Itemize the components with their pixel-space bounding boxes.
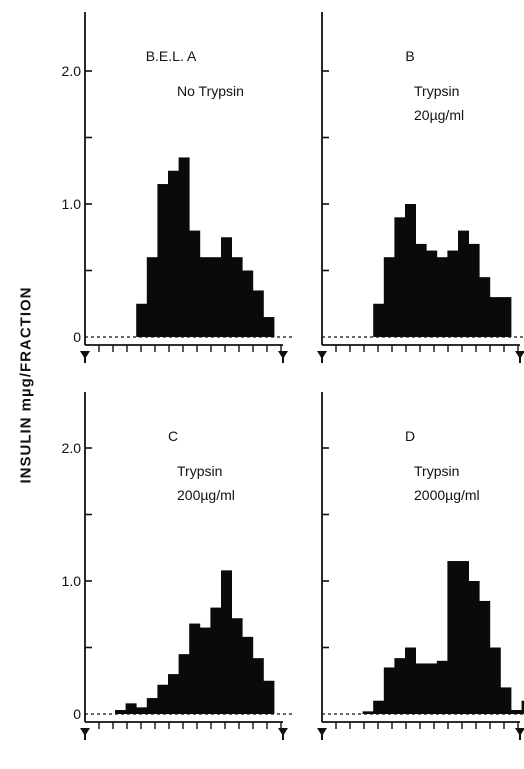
panel-annotation: 2000µg/ml <box>414 487 480 503</box>
bar <box>189 623 201 714</box>
bar <box>383 257 395 337</box>
bar <box>221 237 232 337</box>
bar <box>394 217 406 337</box>
bar <box>168 674 179 714</box>
bar <box>383 667 395 714</box>
bar <box>136 707 148 714</box>
bar <box>405 204 416 337</box>
bar <box>489 647 501 714</box>
bar <box>468 581 480 714</box>
bar <box>511 710 522 714</box>
y-tick-label: 2.0 <box>62 440 82 456</box>
bar <box>178 654 190 714</box>
bar <box>210 607 222 714</box>
bar <box>263 680 275 714</box>
y-tick-label: 0 <box>73 329 81 345</box>
bar <box>231 257 243 337</box>
bar <box>394 658 406 714</box>
bar <box>189 230 201 337</box>
panel-title: B.E.L. A <box>146 48 197 64</box>
panel-annotation: Trypsin <box>414 83 459 99</box>
bar <box>500 297 512 337</box>
bar <box>210 257 222 337</box>
bar <box>231 618 243 714</box>
bar <box>362 711 374 714</box>
bar <box>436 257 448 337</box>
y-tick-label: 1.0 <box>62 573 82 589</box>
panel-annotation: No Trypsin <box>177 83 244 99</box>
bar <box>468 243 480 337</box>
bar <box>479 277 491 337</box>
panel-annotation: 200µg/ml <box>177 487 235 503</box>
bar <box>199 627 211 714</box>
panel-b: B Trypsin 20µg/ml <box>317 12 524 363</box>
bar <box>221 570 232 714</box>
bar <box>426 250 438 337</box>
bar <box>436 660 448 714</box>
y-axis-label-text: INSULIN mµg/FRACTION <box>17 286 35 484</box>
bar <box>458 230 469 337</box>
bar <box>157 184 169 337</box>
y-tick-label: 1.0 <box>62 196 82 212</box>
bar <box>146 257 158 337</box>
panel-d: D Trypsin 2000µg/ml <box>317 392 524 740</box>
bar <box>263 317 275 337</box>
panel-c: 0 1.0 2.0 C Trypsin 200µg/ml <box>62 392 295 740</box>
bar <box>415 243 427 337</box>
bar <box>252 290 264 337</box>
bar <box>125 703 137 714</box>
bar <box>447 561 459 714</box>
bar <box>115 710 126 714</box>
bar <box>415 663 427 714</box>
panel-title: B <box>405 48 414 64</box>
bar <box>199 257 211 337</box>
bar <box>252 658 264 714</box>
panel-title: D <box>405 428 415 444</box>
panel-title: C <box>168 428 178 444</box>
panel-annotation: 20µg/ml <box>414 107 464 123</box>
bar <box>242 270 254 337</box>
bar <box>242 636 254 714</box>
bar <box>146 698 158 714</box>
bar <box>168 170 179 337</box>
y-tick-label: 2.0 <box>62 63 82 79</box>
bar <box>405 647 416 714</box>
y-tick-label: 0 <box>73 706 81 722</box>
bar <box>521 700 524 714</box>
bar <box>157 684 169 714</box>
bar <box>178 157 190 337</box>
bar <box>373 700 385 714</box>
bar <box>458 561 469 714</box>
bar <box>136 303 148 337</box>
bar <box>489 297 501 337</box>
panel-annotation: Trypsin <box>414 463 459 479</box>
bar <box>447 250 459 337</box>
panel-a: 0 1.0 2.0 B.E.L. A No Trypsin <box>62 12 295 363</box>
bar <box>500 687 512 714</box>
bar <box>426 663 438 714</box>
bar <box>479 600 491 714</box>
panel-annotation: Trypsin <box>177 463 222 479</box>
bar <box>373 303 385 337</box>
